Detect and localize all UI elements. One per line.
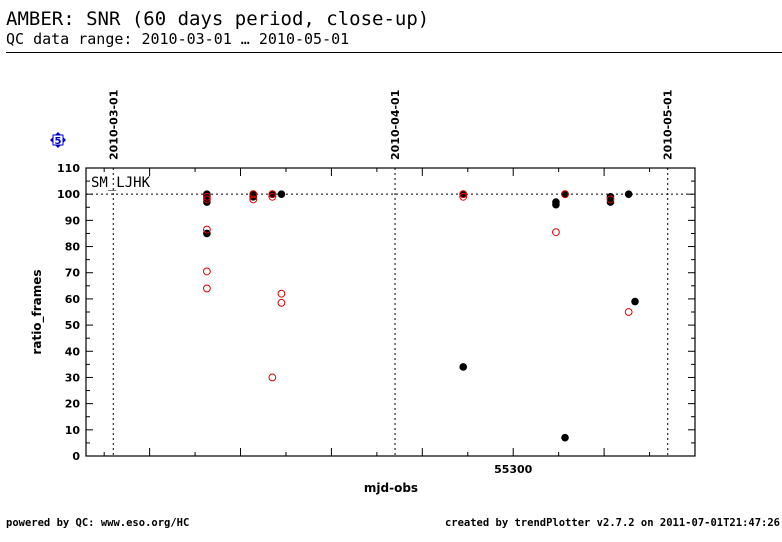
date-marker-label: 2010-04-01 [389, 90, 402, 160]
data-point-open [202, 192, 211, 201]
y-tick-label: 0 [72, 450, 80, 463]
x-axis: 55300 [103, 168, 696, 476]
y-tick-label: 50 [65, 319, 81, 332]
data-point-open [561, 190, 569, 199]
date-marker-label: 2010-05-01 [662, 90, 675, 160]
badge-inner-box [52, 134, 64, 146]
y-tick-label: 70 [65, 267, 81, 280]
header-divider [6, 52, 782, 53]
data-point-filled [459, 190, 468, 198]
y-tick-label: 30 [65, 371, 81, 384]
data-point-filled [606, 193, 615, 201]
date-marker-label: 2010-03-01 [107, 90, 120, 160]
data-point-open [249, 190, 258, 199]
y-axis: 0 10 20 30 40 50 60 70 80 90 100 110 [57, 162, 695, 463]
page-subtitle: QC data range: 2010-03-01 … 2010-05-01 [6, 30, 350, 48]
y-axis-label: ratio_frames [30, 269, 45, 354]
y-tick-label: 20 [65, 398, 81, 411]
data-point-filled [459, 363, 468, 371]
data-point-open [202, 267, 211, 276]
data-point-filled [552, 200, 560, 209]
data-point-filled [268, 190, 277, 198]
x-axis-label: mjd-obs [364, 481, 418, 495]
data-point-filled [203, 229, 211, 238]
data-point-open [552, 228, 560, 237]
report-number-badge: 5 [50, 132, 66, 148]
data-point-filled [203, 193, 211, 201]
data-point-filled [561, 433, 569, 442]
y-tick-label: 90 [65, 214, 81, 227]
y-tick-label: 110 [57, 162, 80, 175]
data-point-open [249, 195, 258, 204]
data-point-open [277, 298, 286, 307]
data-point-filled [631, 297, 639, 306]
data-point-filled [624, 190, 633, 198]
data-point-filled [277, 190, 286, 198]
data-point-open [268, 190, 277, 199]
data-point-open [277, 289, 286, 298]
panel-label: SM_LJHK [91, 175, 151, 191]
date-markers: 2010-03-01 2010-04-01 2010-05-01 [107, 90, 675, 456]
x-tick-label: 55300 [494, 463, 533, 476]
data-point-open [268, 373, 277, 382]
data-point-open [202, 225, 211, 234]
footer-generator: created by trendPlotter v2.7.2 on 2011-0… [444, 517, 780, 529]
data-point-open [202, 195, 211, 204]
y-tick-label: 40 [65, 345, 81, 358]
data-point-open [606, 195, 615, 204]
data-point-filled [606, 198, 615, 206]
y-tick-label: 10 [65, 424, 81, 437]
plot-area-frame [85, 167, 696, 457]
y-tick-label: 60 [65, 293, 81, 306]
badge-number: 5 [55, 136, 62, 147]
data-point-filled [249, 193, 258, 201]
data-point-filled [561, 190, 569, 198]
data-point-open [459, 190, 468, 199]
y-tick-label: 80 [65, 241, 81, 254]
page-title: AMBER: SNR (60 days period, close-up) [6, 8, 430, 30]
y-tick-label: 100 [57, 188, 80, 201]
data-point-open [624, 308, 633, 316]
scatter-chart: 5 0 10 20 30 40 50 60 70 80 90 100 110 55300 2010-0… [30, 90, 696, 495]
data-point-open [459, 192, 468, 201]
data-points [202, 190, 639, 442]
data-point-open [268, 192, 277, 201]
footer-credit: powered by QC: www.eso.org/HC [6, 517, 190, 529]
data-point-open [202, 284, 211, 293]
header: AMBER: SNR (60 days period, close-up) QC… [6, 8, 429, 48]
